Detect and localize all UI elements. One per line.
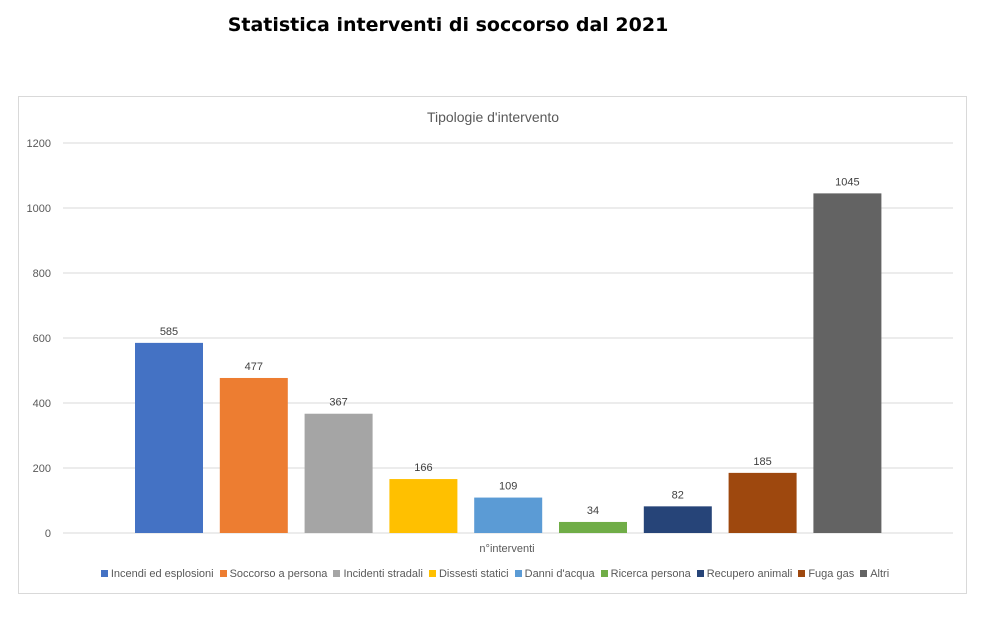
legend-swatch [219, 570, 227, 577]
data-label: 185 [753, 456, 771, 468]
legend-item: Incidenti stradali [333, 568, 423, 580]
data-label: 1045 [835, 176, 859, 188]
y-tick-label: 1200 [27, 138, 51, 150]
data-label: 477 [245, 361, 263, 373]
data-label: 109 [499, 481, 517, 493]
bar-ricerca-persona [559, 521, 627, 533]
bar-dissesti-statici [389, 479, 458, 533]
data-label: 367 [329, 397, 347, 409]
data-label: 166 [414, 462, 432, 474]
legend-swatch [600, 570, 608, 577]
data-label: 82 [672, 489, 684, 501]
legend-item: Ricerca persona [600, 568, 691, 580]
legend-label: Soccorso a persona [229, 568, 328, 580]
legend-label: Fuga gas [808, 568, 855, 580]
legend-swatch [514, 570, 522, 577]
y-tick-label: 800 [33, 268, 51, 280]
bar-soccorso-a-persona [219, 377, 288, 533]
legend-label: Incidenti stradali [343, 568, 423, 580]
bars [135, 193, 882, 533]
bar-danni-d-acqua [474, 497, 543, 533]
y-axis-ticks: 0 200 400 600 800 1000 1200 [27, 138, 51, 540]
legend: Incendi ed esplosioni Soccorso a persona I… [0, 568, 990, 580]
legend-swatch [333, 570, 341, 577]
legend-item: Soccorso a persona [219, 568, 328, 580]
legend-label: Altri [870, 568, 890, 580]
legend-item: Incendi ed esplosioni [100, 568, 214, 580]
legend-swatch [428, 570, 436, 577]
legend-swatch [798, 570, 806, 577]
y-tick-label: 600 [33, 333, 51, 345]
legend-label: Danni d'acqua [524, 568, 595, 580]
legend-item: Recupero animali [696, 568, 793, 580]
x-axis-label: n°interventi [479, 543, 534, 555]
legend-item: Altri [860, 568, 889, 580]
data-labels: 585 477 367 166 109 34 82 185 1045 [160, 176, 860, 517]
y-tick-label: 200 [33, 463, 51, 475]
bar-fuga-gas [728, 472, 797, 533]
y-tick-label: 0 [45, 528, 51, 540]
legend-label: Ricerca persona [610, 568, 691, 580]
data-label: 34 [587, 505, 599, 517]
legend-swatch [100, 570, 108, 577]
legend-label: Dissesti statici [438, 568, 509, 580]
legend-label: Incendi ed esplosioni [110, 568, 214, 580]
grid-lines [63, 142, 953, 534]
data-label: 585 [160, 326, 178, 338]
legend-item: Dissesti statici [428, 568, 509, 580]
chart-title: Tipologie d'intervento [427, 109, 559, 125]
legend-swatch [696, 570, 704, 577]
legend-item: Fuga gas [798, 568, 854, 580]
bar-incidenti-stradali [304, 413, 373, 533]
legend-label: Recupero animali [706, 568, 793, 580]
legend-item: Danni d'acqua [514, 568, 595, 580]
y-tick-label: 400 [33, 398, 51, 410]
bar-recupero-animali [643, 506, 712, 533]
legend-swatch [860, 570, 868, 577]
y-tick-label: 1000 [27, 203, 51, 215]
bar-incendi-ed-esplosioni [135, 342, 203, 533]
page-title: Statistica interventi di soccorso dal 20… [227, 14, 669, 36]
bar-altri [813, 193, 882, 533]
